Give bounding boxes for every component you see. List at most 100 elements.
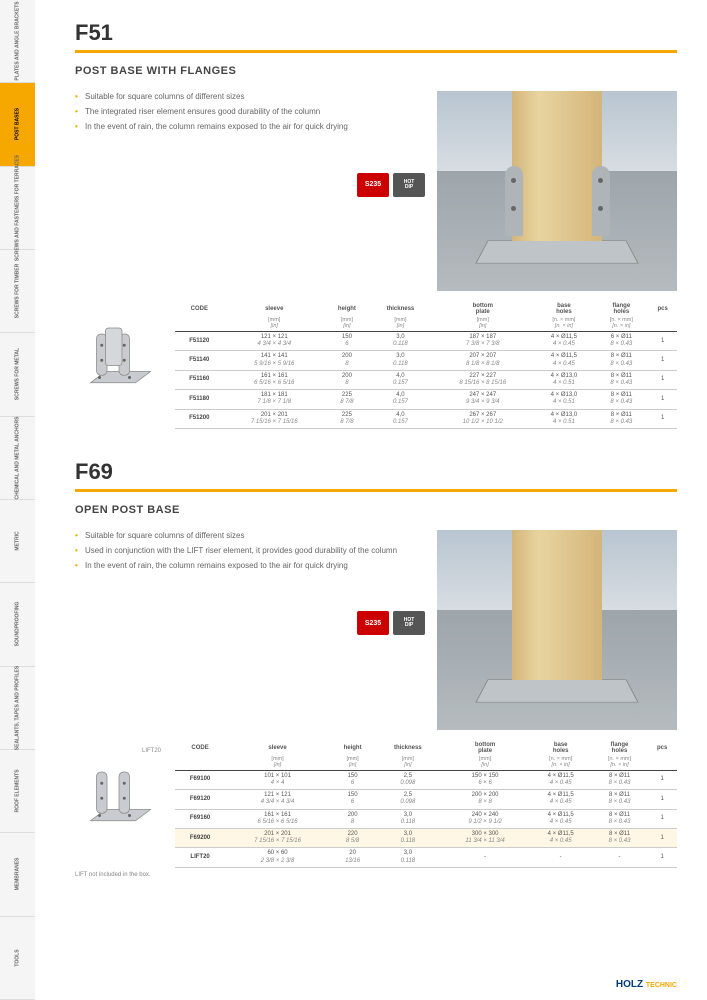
value-cell: 2008	[325, 351, 369, 370]
value-cell: 161 × 1616 5/16 × 6 5/16	[224, 370, 325, 389]
unit-cell: [mm][in]	[375, 756, 440, 771]
column-header: sleeve	[225, 740, 330, 756]
value-cell: -	[440, 848, 529, 867]
value-cell: -	[530, 848, 592, 867]
table-row: LIFT2060 × 602 3/8 × 2 3/82013/163,00.11…	[175, 848, 677, 867]
code-cell: F51200	[175, 409, 224, 428]
unit-cell: [mm][in]	[224, 317, 325, 332]
column-header: height	[325, 301, 369, 317]
value-cell: 8 × Ø118 × 0.43	[594, 351, 648, 370]
feature-item: Used in conjunction with the LIFT riser …	[75, 545, 425, 556]
value-cell: 240 × 2409 1/2 × 9 1/2	[440, 809, 529, 828]
value-cell: 8 × Ø118 × 0.43	[594, 390, 648, 409]
sidebar-item[interactable]: PLATES AND ANGLE BRACKETS	[0, 0, 35, 83]
value-cell: 4 × Ø11,54 × 0.45	[533, 332, 594, 351]
value-cell: 2208 5/8	[330, 829, 375, 848]
table-row: F51160161 × 1616 5/16 × 6 5/1620084,00.1…	[175, 370, 677, 389]
value-cell: 121 × 1214 3/4 × 4 3/4	[225, 790, 330, 809]
product-thumbnail: LIFT20	[75, 750, 165, 840]
table-row: F51140141 × 1415 9/16 × 5 9/1620083,00.1…	[175, 351, 677, 370]
value-cell: 2258 7/8	[325, 409, 369, 428]
unit-cell: [n. × mm][n. × in]	[533, 317, 594, 332]
value-cell: 4,00.157	[369, 370, 432, 389]
sidebar-item[interactable]: SEALANTS, TAPES AND PROFILES	[0, 667, 35, 750]
code-cell: F51140	[175, 351, 224, 370]
table-row: F69160161 × 1616 5/16 × 6 5/1620083,00.1…	[175, 809, 677, 828]
product-thumbnail	[75, 311, 165, 401]
value-cell: 1	[648, 409, 677, 428]
value-cell: 150 × 1506 × 6	[440, 770, 529, 789]
code-cell: F51120	[175, 332, 224, 351]
value-cell: 2008	[325, 370, 369, 389]
feature-item: The integrated riser element ensures goo…	[75, 106, 425, 117]
value-cell: 181 × 1817 1/8 × 7 1/8	[224, 390, 325, 409]
column-header: pcs	[647, 740, 677, 756]
value-cell: 101 × 1014 × 4	[225, 770, 330, 789]
unit-cell	[175, 317, 224, 332]
value-cell: 267 × 26710 1/2 × 10 1/2	[432, 409, 533, 428]
material-badge: HOTDIP	[393, 173, 425, 197]
value-cell: 227 × 2278 15/16 × 8 15/16	[432, 370, 533, 389]
product-photo	[437, 530, 677, 730]
section-subtitle: OPEN POST BASE	[75, 504, 677, 516]
code-cell: F69120	[175, 790, 225, 809]
value-cell: 8 × Ø118 × 0.43	[592, 770, 648, 789]
brand-technic: TECHNIC	[646, 982, 677, 989]
sidebar-item[interactable]: SCREWS FOR METAL	[0, 333, 35, 416]
unit-cell: [mm][in]	[369, 317, 432, 332]
value-cell: 4 × Ø11,54 × 0.45	[533, 351, 594, 370]
value-cell: 247 × 2479 3/4 × 9 3/4	[432, 390, 533, 409]
value-cell: 8 × Ø118 × 0.43	[592, 790, 648, 809]
column-header: baseholes	[530, 740, 592, 756]
sidebar-item[interactable]: SOUNDPROOFING	[0, 583, 35, 666]
table-row: F69120121 × 1214 3/4 × 4 3/415062,50.098…	[175, 790, 677, 809]
value-cell: 1	[647, 790, 677, 809]
value-cell: 2,50.098	[375, 790, 440, 809]
value-cell: 200 × 2008 × 8	[440, 790, 529, 809]
value-cell: 1	[647, 770, 677, 789]
value-cell: 4,00.157	[369, 390, 432, 409]
column-header: flangeholes	[592, 740, 648, 756]
value-cell: 2013/16	[330, 848, 375, 867]
value-cell: 3,00.118	[369, 332, 432, 351]
value-cell: 1	[648, 332, 677, 351]
spec-table: CODEsleeveheightthicknessbottomplatebase…	[175, 301, 677, 429]
value-cell: 8 × Ø118 × 0.43	[594, 409, 648, 428]
footnote: LIFT not included in the box.	[75, 872, 677, 878]
column-header: sleeve	[224, 301, 325, 317]
value-cell: 1	[647, 829, 677, 848]
material-badge: S235	[357, 173, 389, 197]
sidebar-item[interactable]: SCREWS FOR TIMBER	[0, 250, 35, 333]
sidebar-item[interactable]: CHEMICAL AND METAL ANCHORS	[0, 417, 35, 500]
value-cell: 1	[647, 809, 677, 828]
sidebar-item[interactable]: TOOLS	[0, 917, 35, 1000]
value-cell: 3,00.118	[369, 351, 432, 370]
sidebar-item[interactable]: SCREWS AND FASTENERS FOR TERRACES	[0, 167, 35, 250]
column-header: thickness	[375, 740, 440, 756]
section-code: F51	[75, 20, 677, 53]
unit-cell: [mm][in]	[440, 756, 529, 771]
unit-cell	[647, 756, 677, 771]
unit-cell: [mm][in]	[225, 756, 330, 771]
feature-item: Suitable for square columns of different…	[75, 530, 425, 541]
column-header: flangeholes	[594, 301, 648, 317]
value-cell: 8 × Ø118 × 0.43	[594, 370, 648, 389]
sidebar-item[interactable]: METRIC	[0, 500, 35, 583]
value-cell: 1	[648, 370, 677, 389]
value-cell: 60 × 602 3/8 × 2 3/8	[225, 848, 330, 867]
product-section: F69 OPEN POST BASE Suitable for square col…	[75, 459, 677, 878]
spec-table: CODEsleeveheightthicknessbottomplatebase…	[175, 740, 677, 868]
unit-cell: [mm][in]	[432, 317, 533, 332]
value-cell: 3,00.118	[375, 809, 440, 828]
sidebar-item[interactable]: ROOF ELEMENTS	[0, 750, 35, 833]
unit-cell: [mm][in]	[325, 317, 369, 332]
section-code: F69	[75, 459, 677, 492]
feature-item: Suitable for square columns of different…	[75, 91, 425, 102]
sidebar: PLATES AND ANGLE BRACKETSPOST BASESSCREW…	[0, 0, 35, 1000]
thumb-label: LIFT20	[142, 748, 161, 754]
sidebar-item[interactable]: MEMBRANES	[0, 833, 35, 916]
code-cell: F69160	[175, 809, 225, 828]
value-cell: 187 × 1877 3/8 × 7 3/8	[432, 332, 533, 351]
value-cell: 4 × Ø11,54 × 0.45	[530, 809, 592, 828]
value-cell: 1506	[325, 332, 369, 351]
